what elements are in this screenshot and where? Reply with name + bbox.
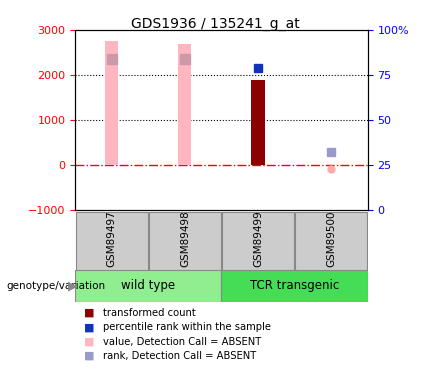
Text: genotype/variation: genotype/variation	[6, 281, 106, 291]
Text: GSM89499: GSM89499	[253, 210, 263, 267]
Text: GSM89498: GSM89498	[180, 210, 190, 267]
Bar	[178, 44, 191, 165]
Bar	[221, 270, 368, 302]
Text: ■: ■	[84, 351, 94, 361]
Bar	[75, 270, 221, 302]
Text: ■: ■	[84, 308, 94, 318]
Text: percentile rank within the sample: percentile rank within the sample	[103, 322, 271, 332]
Bar	[252, 80, 264, 165]
Text: value, Detection Call = ABSENT: value, Detection Call = ABSENT	[103, 337, 261, 346]
Text: rank, Detection Call = ABSENT: rank, Detection Call = ABSENT	[103, 351, 256, 361]
Text: ■: ■	[84, 337, 94, 346]
Text: GSM89497: GSM89497	[107, 210, 117, 267]
Bar	[76, 212, 148, 270]
Bar	[222, 212, 294, 270]
Bar	[295, 212, 367, 270]
Text: wild type: wild type	[121, 279, 175, 292]
Bar	[149, 212, 221, 270]
Bar	[105, 41, 118, 165]
Text: transformed count: transformed count	[103, 308, 196, 318]
Text: GDS1936 / 135241_g_at: GDS1936 / 135241_g_at	[131, 17, 299, 31]
Text: TCR transgenic: TCR transgenic	[250, 279, 339, 292]
Text: ▶: ▶	[68, 279, 77, 292]
Text: GSM89500: GSM89500	[326, 210, 336, 267]
Text: ■: ■	[84, 322, 94, 332]
